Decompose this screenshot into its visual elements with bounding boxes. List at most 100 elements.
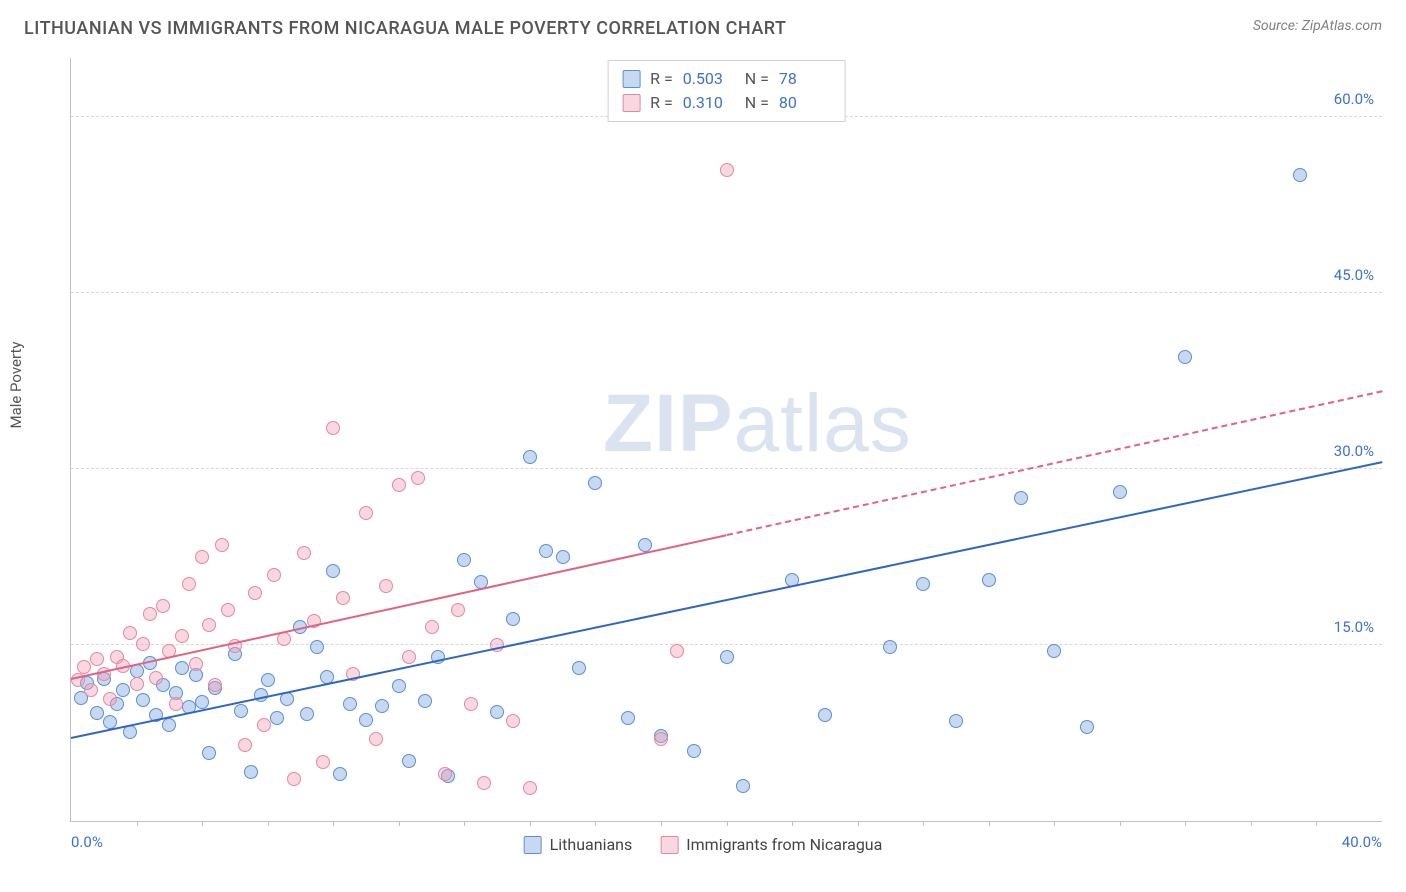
data-point-lithuanians (244, 765, 258, 779)
data-point-lithuanians (310, 640, 324, 654)
data-point-lithuanians (556, 550, 570, 564)
x-tick-mark (792, 821, 793, 826)
data-point-lithuanians (588, 476, 602, 490)
data-point-lithuanians (949, 714, 963, 728)
data-point-nicaragua (316, 755, 330, 769)
data-point-nicaragua (103, 692, 117, 706)
r-value-0: 0.503 (683, 67, 735, 91)
x-tick-mark (1054, 821, 1055, 826)
x-tick-mark (858, 821, 859, 826)
data-point-nicaragua (464, 697, 478, 711)
x-tick-mark (399, 821, 400, 826)
data-point-nicaragua (392, 478, 406, 492)
data-point-lithuanians (523, 450, 537, 464)
data-point-nicaragua (506, 714, 520, 728)
x-tick-mark (333, 821, 334, 826)
x-tick-label: 40.0% (1342, 833, 1382, 851)
y-tick-label: 45.0% (1334, 266, 1374, 284)
data-point-nicaragua (438, 767, 452, 781)
x-tick-mark (137, 821, 138, 826)
data-point-lithuanians (457, 553, 471, 567)
data-point-lithuanians (175, 661, 189, 675)
legend-item-lithuanians: Lithuanians (524, 835, 633, 854)
data-point-lithuanians (343, 697, 357, 711)
data-point-lithuanians (982, 573, 996, 587)
chart-title: LITHUANIAN VS IMMIGRANTS FROM NICARAGUA … (24, 18, 786, 39)
data-point-nicaragua (208, 678, 222, 692)
n-value-1: 80 (779, 91, 831, 115)
data-point-lithuanians (136, 693, 150, 707)
swatch-lithuanians-bottom (524, 836, 542, 854)
data-point-nicaragua (379, 579, 393, 593)
x-tick-mark (1120, 821, 1121, 826)
data-point-lithuanians (1014, 491, 1028, 505)
legend-bottom: Lithuanians Immigrants from Nicaragua (524, 835, 883, 854)
x-tick-mark (202, 821, 203, 826)
gridline (71, 292, 1382, 293)
data-point-nicaragua (238, 738, 252, 752)
data-point-lithuanians (162, 718, 176, 732)
trend-line-lithuanians (71, 461, 1382, 739)
y-tick-label: 15.0% (1334, 618, 1374, 636)
x-tick-mark (727, 821, 728, 826)
data-point-lithuanians (883, 640, 897, 654)
data-point-lithuanians (234, 704, 248, 718)
data-point-nicaragua (90, 652, 104, 666)
n-value-0: 78 (779, 67, 831, 91)
data-point-nicaragua (654, 732, 668, 746)
data-point-nicaragua (77, 660, 91, 674)
data-point-lithuanians (916, 577, 930, 591)
trend-line-nicaragua (726, 391, 1382, 537)
data-point-lithuanians (300, 707, 314, 721)
data-point-nicaragua (136, 637, 150, 651)
data-point-nicaragua (202, 618, 216, 632)
x-tick-mark (1316, 821, 1317, 826)
data-point-lithuanians (202, 746, 216, 760)
x-tick-label: 0.0% (71, 833, 103, 851)
x-tick-mark (923, 821, 924, 826)
watermark-light: atlas (734, 378, 912, 469)
legend-row-lithuanians: R = 0.503 N = 78 (622, 67, 831, 91)
x-tick-mark (530, 821, 531, 826)
data-point-lithuanians (359, 713, 373, 727)
data-point-lithuanians (539, 544, 553, 558)
data-point-lithuanians (572, 661, 586, 675)
y-tick-label: 30.0% (1334, 442, 1374, 460)
data-point-lithuanians (392, 679, 406, 693)
data-point-nicaragua (369, 732, 383, 746)
data-point-nicaragua (156, 599, 170, 613)
watermark: ZIPatlas (603, 377, 912, 471)
legend-item-nicaragua: Immigrants from Nicaragua (660, 835, 882, 854)
x-tick-mark (268, 821, 269, 826)
data-point-nicaragua (720, 163, 734, 177)
x-tick-mark (1251, 821, 1252, 826)
watermark-bold: ZIP (603, 378, 734, 469)
data-point-lithuanians (261, 673, 275, 687)
data-point-nicaragua (359, 506, 373, 520)
data-point-lithuanians (736, 779, 750, 793)
data-point-lithuanians (326, 564, 340, 578)
data-point-nicaragua (336, 591, 350, 605)
y-tick-label: 60.0% (1334, 90, 1374, 108)
y-axis-label: Male Poverty (7, 342, 25, 429)
data-point-nicaragua (169, 697, 183, 711)
chart-area: Male Poverty ZIPatlas R = 0.503 N = 78 R… (24, 58, 1382, 868)
data-point-nicaragua (215, 538, 229, 552)
data-point-nicaragua (267, 568, 281, 582)
data-point-lithuanians (418, 694, 432, 708)
data-point-nicaragua (195, 550, 209, 564)
x-tick-mark (989, 821, 990, 826)
data-point-nicaragua (175, 629, 189, 643)
n-label-0: N = (745, 67, 769, 91)
data-point-lithuanians (90, 706, 104, 720)
r-value-1: 0.310 (683, 91, 735, 115)
plot-region: ZIPatlas R = 0.503 N = 78 R = 0.310 N = … (70, 58, 1382, 822)
data-point-lithuanians (375, 699, 389, 713)
legend-label-lithuanians: Lithuanians (550, 835, 633, 854)
data-point-lithuanians (720, 650, 734, 664)
data-point-nicaragua (221, 603, 235, 617)
data-point-nicaragua (143, 607, 157, 621)
data-point-lithuanians (818, 708, 832, 722)
data-point-nicaragua (402, 650, 416, 664)
data-point-lithuanians (1080, 720, 1094, 734)
